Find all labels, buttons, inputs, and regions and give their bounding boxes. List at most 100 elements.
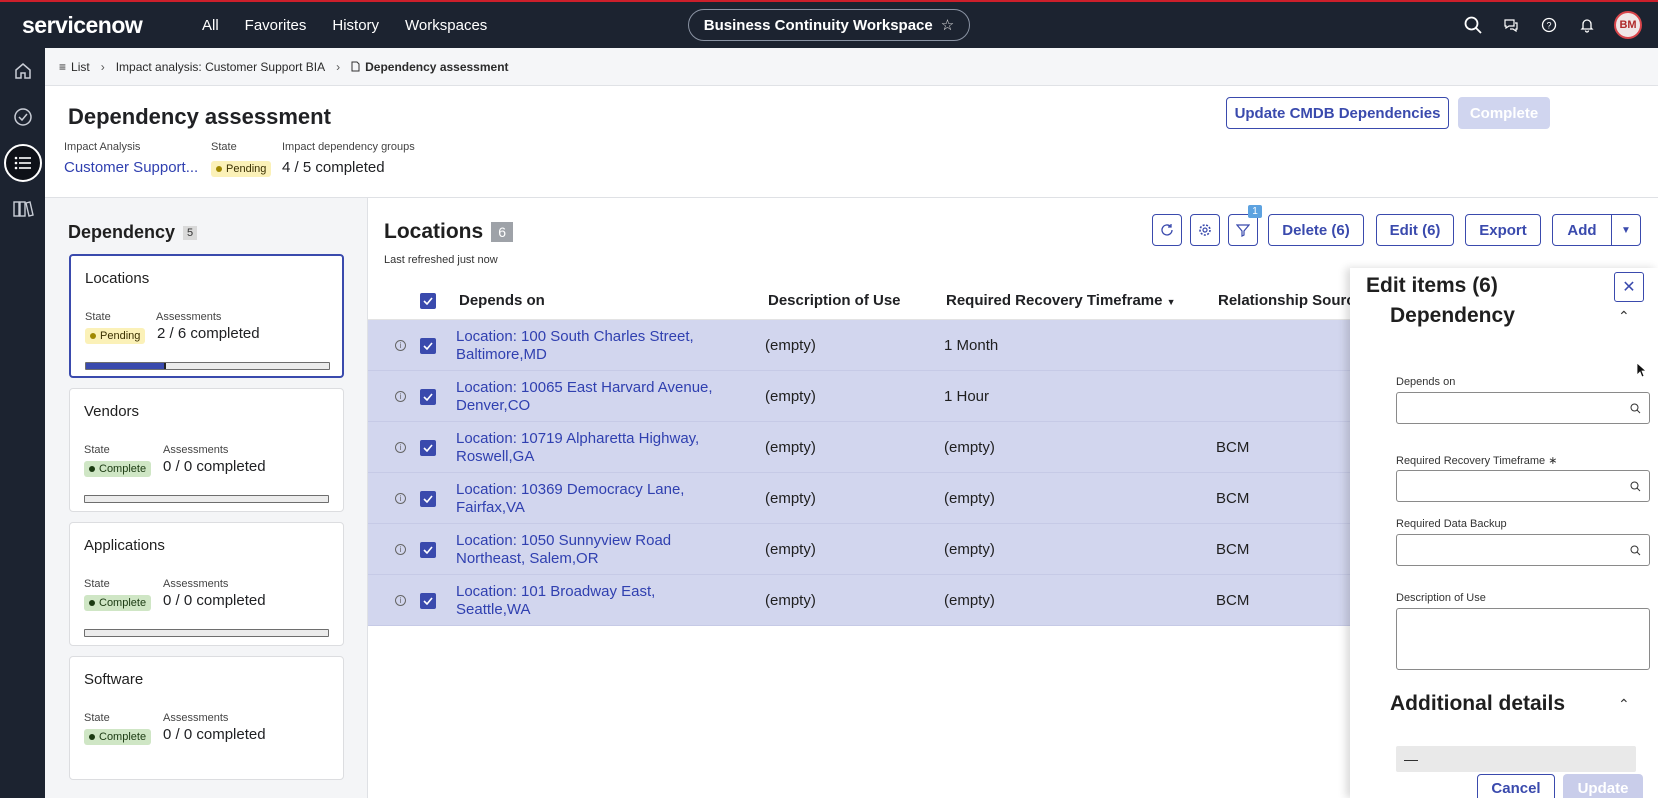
row-checkbox[interactable] bbox=[420, 439, 436, 456]
breadcrumb-parent[interactable]: Impact analysis: Customer Support BIA bbox=[115, 59, 326, 74]
depends-on-link[interactable]: Location: 100 South Charles Street, Balt… bbox=[456, 327, 694, 363]
top-navigation: servicenow All Favorites History Workspa… bbox=[0, 0, 1658, 48]
status-badge: Complete bbox=[84, 595, 152, 611]
status-badge: Pending bbox=[211, 161, 272, 177]
row-checkbox[interactable] bbox=[420, 388, 436, 405]
depends-on-link[interactable]: Location: 10719 Alpharetta Highway, Rosw… bbox=[456, 429, 700, 465]
nav-history[interactable]: History bbox=[332, 16, 380, 34]
column-relationship-source[interactable]: Relationship Source bbox=[1218, 292, 1364, 309]
nav-all[interactable]: All bbox=[202, 16, 219, 34]
recovery-timeframe-label: Required Recovery Timeframe ∗ bbox=[1396, 455, 1558, 467]
info-icon[interactable]: i bbox=[395, 442, 406, 453]
cancel-button[interactable]: Cancel bbox=[1477, 774, 1555, 798]
chevron-right-icon: › bbox=[100, 59, 105, 74]
description-textarea[interactable] bbox=[1396, 608, 1650, 670]
breadcrumb-current: Dependency assessment bbox=[351, 60, 509, 74]
nav-workspaces[interactable]: Workspaces bbox=[405, 16, 488, 34]
export-button[interactable]: Export bbox=[1465, 214, 1541, 246]
info-icon[interactable]: i bbox=[395, 340, 406, 351]
dependency-count: 5 bbox=[183, 225, 198, 240]
search-icon bbox=[1630, 481, 1641, 491]
info-icon[interactable]: i bbox=[395, 493, 406, 504]
search-icon bbox=[1630, 403, 1641, 413]
bell-icon[interactable] bbox=[1568, 6, 1606, 44]
update-button[interactable]: Update bbox=[1563, 774, 1643, 798]
card-software[interactable]: Software State Assessments Complete 0 / … bbox=[69, 656, 344, 780]
dependency-title: Dependency 5 bbox=[68, 222, 198, 243]
delete-button[interactable]: Delete (6) bbox=[1268, 214, 1364, 246]
svg-text:?: ? bbox=[1546, 21, 1551, 31]
status-badge: Complete bbox=[84, 461, 152, 477]
book-icon[interactable] bbox=[0, 186, 45, 232]
additional-details-field[interactable]: — bbox=[1396, 746, 1636, 772]
select-all-checkbox[interactable] bbox=[420, 292, 436, 309]
add-button[interactable]: Add bbox=[1552, 214, 1612, 246]
row-checkbox[interactable] bbox=[420, 337, 436, 354]
refresh-icon bbox=[1161, 224, 1173, 236]
servicenow-logo[interactable]: servicenow bbox=[22, 11, 143, 38]
card-vendors[interactable]: Vendors State Assessments Complete 0 / 0… bbox=[69, 388, 344, 512]
check-circle-icon[interactable] bbox=[0, 94, 45, 140]
data-backup-field[interactable] bbox=[1396, 534, 1650, 566]
breadcrumb: ≡ List › Impact analysis: Customer Suppor… bbox=[45, 48, 1658, 86]
refreshed-text: Last refreshed just now bbox=[384, 254, 498, 266]
chat-icon[interactable] bbox=[1492, 6, 1530, 44]
edit-panel-title: Edit items (6) bbox=[1366, 274, 1498, 297]
document-icon bbox=[351, 61, 360, 72]
dependency-groups-meta: Impact dependency groups 4 / 5 completed bbox=[282, 141, 415, 176]
home-icon[interactable] bbox=[0, 48, 45, 94]
close-icon[interactable]: ✕ bbox=[1614, 272, 1644, 302]
gear-icon bbox=[1199, 224, 1211, 236]
depends-on-link[interactable]: Location: 101 Broadway East, Seattle,WA bbox=[456, 582, 656, 618]
depends-on-link[interactable]: Location: 10065 East Harvard Avenue, Den… bbox=[456, 378, 713, 414]
description-label: Description of Use bbox=[1396, 592, 1486, 604]
nav-favorites[interactable]: Favorites bbox=[244, 16, 307, 34]
settings-button[interactable] bbox=[1190, 214, 1220, 246]
edit-button[interactable]: Edit (6) bbox=[1376, 214, 1454, 246]
dependency-panel: Dependency 5 Locations State Assessments… bbox=[45, 198, 368, 798]
workspace-name: Business Continuity Workspace bbox=[703, 16, 933, 34]
depends-on-link[interactable]: Location: 10369 Democracy Lane, Fairfax,… bbox=[456, 480, 685, 516]
breadcrumb-list[interactable]: ≡ List bbox=[59, 59, 90, 74]
complete-button[interactable]: Complete bbox=[1458, 97, 1550, 129]
chevron-up-icon[interactable]: ⌃ bbox=[1618, 308, 1630, 324]
table-header: Depends on Description of Use Required R… bbox=[368, 282, 1658, 320]
card-applications[interactable]: Applications State Assessments Complete … bbox=[69, 522, 344, 646]
row-checkbox[interactable] bbox=[420, 490, 436, 507]
depends-on-label: Depends on bbox=[1396, 376, 1456, 388]
impact-analysis-link[interactable]: Customer Support... bbox=[64, 159, 199, 176]
recovery-timeframe-field[interactable] bbox=[1396, 470, 1650, 502]
depends-on-link[interactable]: Location: 1050 Sunnyview Road Northeast,… bbox=[456, 531, 672, 567]
column-recovery-timeframe[interactable]: Required Recovery Timeframe ▼ bbox=[946, 292, 1176, 309]
depends-on-field[interactable] bbox=[1396, 392, 1650, 424]
section-additional-details: Additional details bbox=[1390, 692, 1566, 715]
update-cmdb-button[interactable]: Update CMDB Dependencies bbox=[1226, 97, 1449, 129]
avatar[interactable]: BM bbox=[1614, 11, 1642, 39]
chevron-up-icon[interactable]: ⌃ bbox=[1618, 696, 1630, 712]
progress-bar bbox=[84, 629, 329, 637]
workspace-selector[interactable]: Business Continuity Workspace ☆ bbox=[688, 9, 970, 41]
info-icon[interactable]: i bbox=[395, 595, 406, 606]
card-locations[interactable]: Locations State Assessments Pending 2 / … bbox=[69, 254, 344, 378]
sort-down-icon: ▼ bbox=[1166, 297, 1176, 307]
state-meta: State Pending bbox=[211, 141, 272, 177]
refresh-button[interactable] bbox=[1152, 214, 1182, 246]
column-description[interactable]: Description of Use bbox=[768, 292, 901, 309]
info-icon[interactable]: i bbox=[395, 544, 406, 555]
filter-button[interactable] bbox=[1228, 214, 1258, 246]
status-badge: Complete bbox=[84, 729, 152, 745]
search-icon[interactable] bbox=[1454, 6, 1492, 44]
top-icons: ? BM bbox=[1454, 2, 1658, 48]
help-icon[interactable]: ? bbox=[1530, 6, 1568, 44]
row-checkbox[interactable] bbox=[420, 592, 436, 609]
add-dropdown-button[interactable]: ▼ bbox=[1611, 214, 1641, 246]
nav-links: All Favorites History Workspaces bbox=[202, 17, 487, 34]
row-checkbox[interactable] bbox=[420, 541, 436, 558]
list-icon[interactable] bbox=[0, 140, 45, 186]
search-icon bbox=[1630, 545, 1641, 555]
info-icon[interactable]: i bbox=[395, 391, 406, 402]
star-icon[interactable]: ☆ bbox=[940, 17, 955, 34]
caret-down-icon: ▼ bbox=[1621, 224, 1631, 236]
data-backup-label: Required Data Backup bbox=[1396, 518, 1507, 530]
column-depends-on[interactable]: Depends on bbox=[459, 292, 545, 309]
